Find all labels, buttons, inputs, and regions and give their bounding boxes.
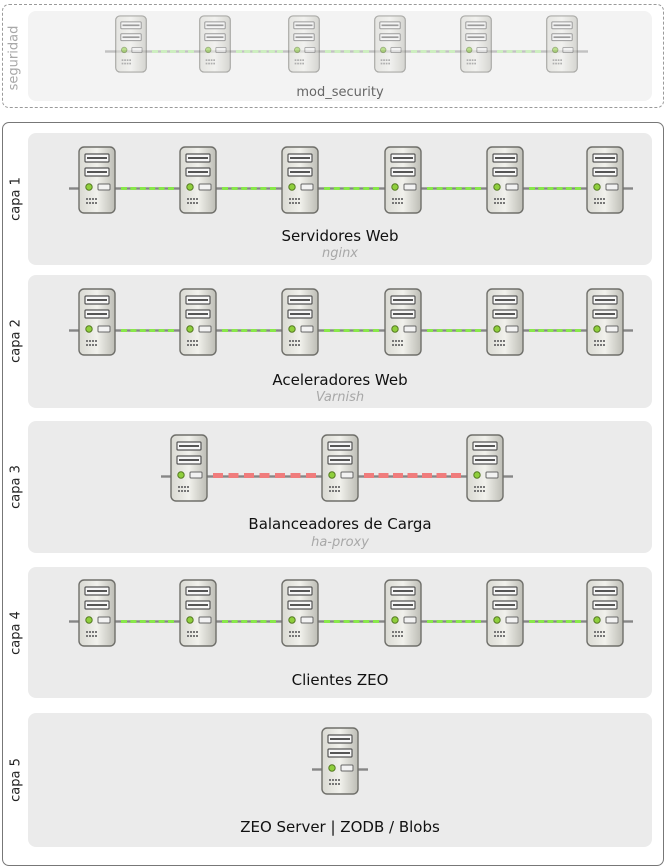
layer-4-server-icon-1 <box>77 579 117 647</box>
layer-1-link-5 <box>529 187 581 190</box>
layer-2-link-5 <box>529 329 581 332</box>
security-link-5 <box>497 50 541 53</box>
layer-4-link-1 <box>121 620 174 623</box>
layer-2-link-1 <box>121 329 174 332</box>
layer-2-link-4 <box>427 329 481 332</box>
layer-1-title: Servidores Web <box>281 227 399 245</box>
layer-1-server-icon-3 <box>280 146 320 214</box>
layer-1-server-icon-5 <box>485 146 525 214</box>
layer-2-subtitle: Varnish <box>315 390 365 405</box>
layer-3-server-icon-3 <box>465 434 505 502</box>
security-server-icon-3 <box>287 15 321 73</box>
layer-3-link-2 <box>364 473 461 478</box>
security-server-icon-5 <box>459 15 493 73</box>
layer-3-subtitle: ha-proxy <box>311 535 369 550</box>
layer-1-link-4 <box>427 187 481 190</box>
security-server-icon-2 <box>198 15 232 73</box>
layer-5-server-icon-1 <box>320 727 360 795</box>
security-server-icon-1 <box>114 15 148 73</box>
layer-4-server-icon-5 <box>485 579 525 647</box>
layer-3-server-icon-1 <box>169 434 209 502</box>
security-link-3 <box>325 50 369 53</box>
layer-2-server-icon-2 <box>178 288 218 356</box>
security-link-2 <box>236 50 283 53</box>
layer-3-title: Balanceadores de Carga <box>248 515 432 533</box>
layer-2-panel: Aceleradores Web Varnish <box>28 275 652 408</box>
layer-4-server-icon-2 <box>178 579 218 647</box>
layer-4-link-5 <box>529 620 581 623</box>
layer-1-server-icon-4 <box>383 146 423 214</box>
layer-1-panel: Servidores Web nginx <box>28 133 652 265</box>
security-link-4 <box>411 50 455 53</box>
security-server-icon-6 <box>545 15 579 73</box>
layer-2-server-icon-6 <box>585 288 625 356</box>
security-title: mod_security <box>296 85 384 100</box>
layer-3-link-1 <box>213 473 316 478</box>
layer-4-link-4 <box>427 620 481 623</box>
layer-4-link-3 <box>324 620 379 623</box>
layer-2-server-icon-4 <box>383 288 423 356</box>
layer-4-panel: Clientes ZEO <box>28 567 652 698</box>
layer-3-server-icon-2 <box>320 434 360 502</box>
layer-1-subtitle: nginx <box>321 246 359 261</box>
layer-2-title: Aceleradores Web <box>272 371 408 389</box>
security-server-icon-4 <box>373 15 407 73</box>
layer-1-link-3 <box>324 187 379 190</box>
layer-2-link-3 <box>324 329 379 332</box>
layer-2-link-2 <box>222 329 276 332</box>
layer-1-server-icon-6 <box>585 146 625 214</box>
layer-4-server-icon-6 <box>585 579 625 647</box>
layer-5-title: ZEO Server | ZODB / Blobs <box>240 818 440 836</box>
layer-2-server-icon-1 <box>77 288 117 356</box>
layer-2-server-icon-5 <box>485 288 525 356</box>
layer-1-server-icon-1 <box>77 146 117 214</box>
layers-frame <box>2 122 664 866</box>
layer-4-title: Clientes ZEO <box>291 671 389 689</box>
security-link-1 <box>152 50 194 53</box>
layer-4-server-icon-3 <box>280 579 320 647</box>
layer-4-link-2 <box>222 620 276 623</box>
layer-2-server-icon-3 <box>280 288 320 356</box>
layer-1-link-2 <box>222 187 276 190</box>
layer-1-link-1 <box>121 187 174 190</box>
layer-1-server-icon-2 <box>178 146 218 214</box>
security-frame <box>2 4 664 108</box>
layer-4-server-icon-4 <box>383 579 423 647</box>
